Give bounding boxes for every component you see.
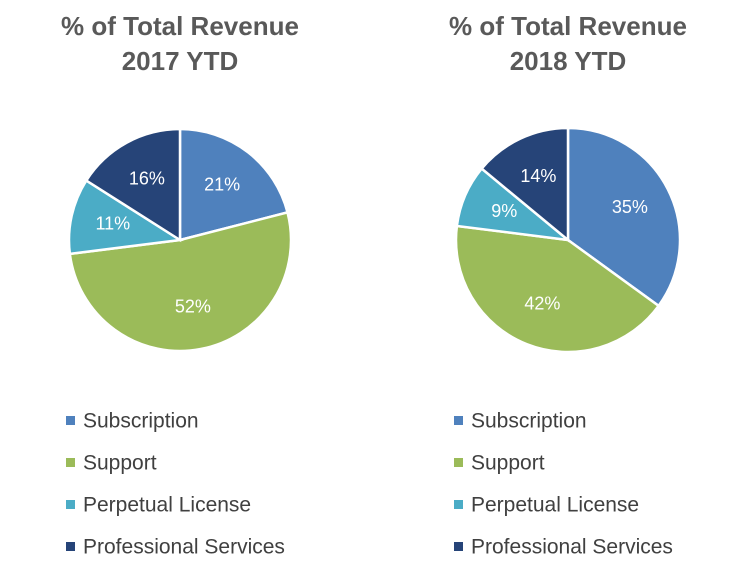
pie-slice-support (454, 224, 661, 354)
legend-swatch (454, 416, 463, 425)
legend-swatch (454, 500, 463, 509)
legend-label: Professional Services (83, 536, 285, 559)
data-label: 16% (129, 168, 165, 188)
data-label: 14% (520, 166, 556, 186)
data-label: 9% (491, 201, 517, 221)
legend-swatch (454, 458, 463, 467)
data-label: 11% (95, 214, 130, 234)
pie-slice-perpetual-license (67, 178, 184, 256)
chart-title: % of Total Revenue (61, 11, 299, 41)
pie-slice-subscription (566, 126, 682, 308)
pie-slice-professional-services (84, 127, 182, 243)
legend-swatch (66, 542, 75, 551)
data-label: 35% (612, 197, 648, 217)
legend-label: Perpetual License (83, 494, 251, 517)
pie-slice-subscription (178, 127, 290, 242)
legend-label: Support (471, 452, 545, 475)
chart-subtitle: 2017 YTD (122, 46, 239, 76)
legend-label: Support (83, 452, 157, 475)
legend-label: Subscription (83, 410, 199, 433)
data-label: 21% (204, 174, 240, 194)
legend-swatch (454, 542, 463, 551)
legend-swatch (66, 458, 75, 467)
legend-swatch (66, 416, 75, 425)
legend-label: Perpetual License (471, 494, 639, 517)
data-label: 42% (524, 293, 560, 313)
legend-label: Subscription (471, 410, 587, 433)
chart-subtitle: 2018 YTD (510, 46, 627, 76)
chart-title: % of Total Revenue (449, 11, 687, 41)
pie-slice-professional-services (479, 126, 570, 243)
legend-label: Professional Services (471, 536, 673, 559)
legend-swatch (66, 500, 75, 509)
data-label: 52% (175, 296, 211, 316)
